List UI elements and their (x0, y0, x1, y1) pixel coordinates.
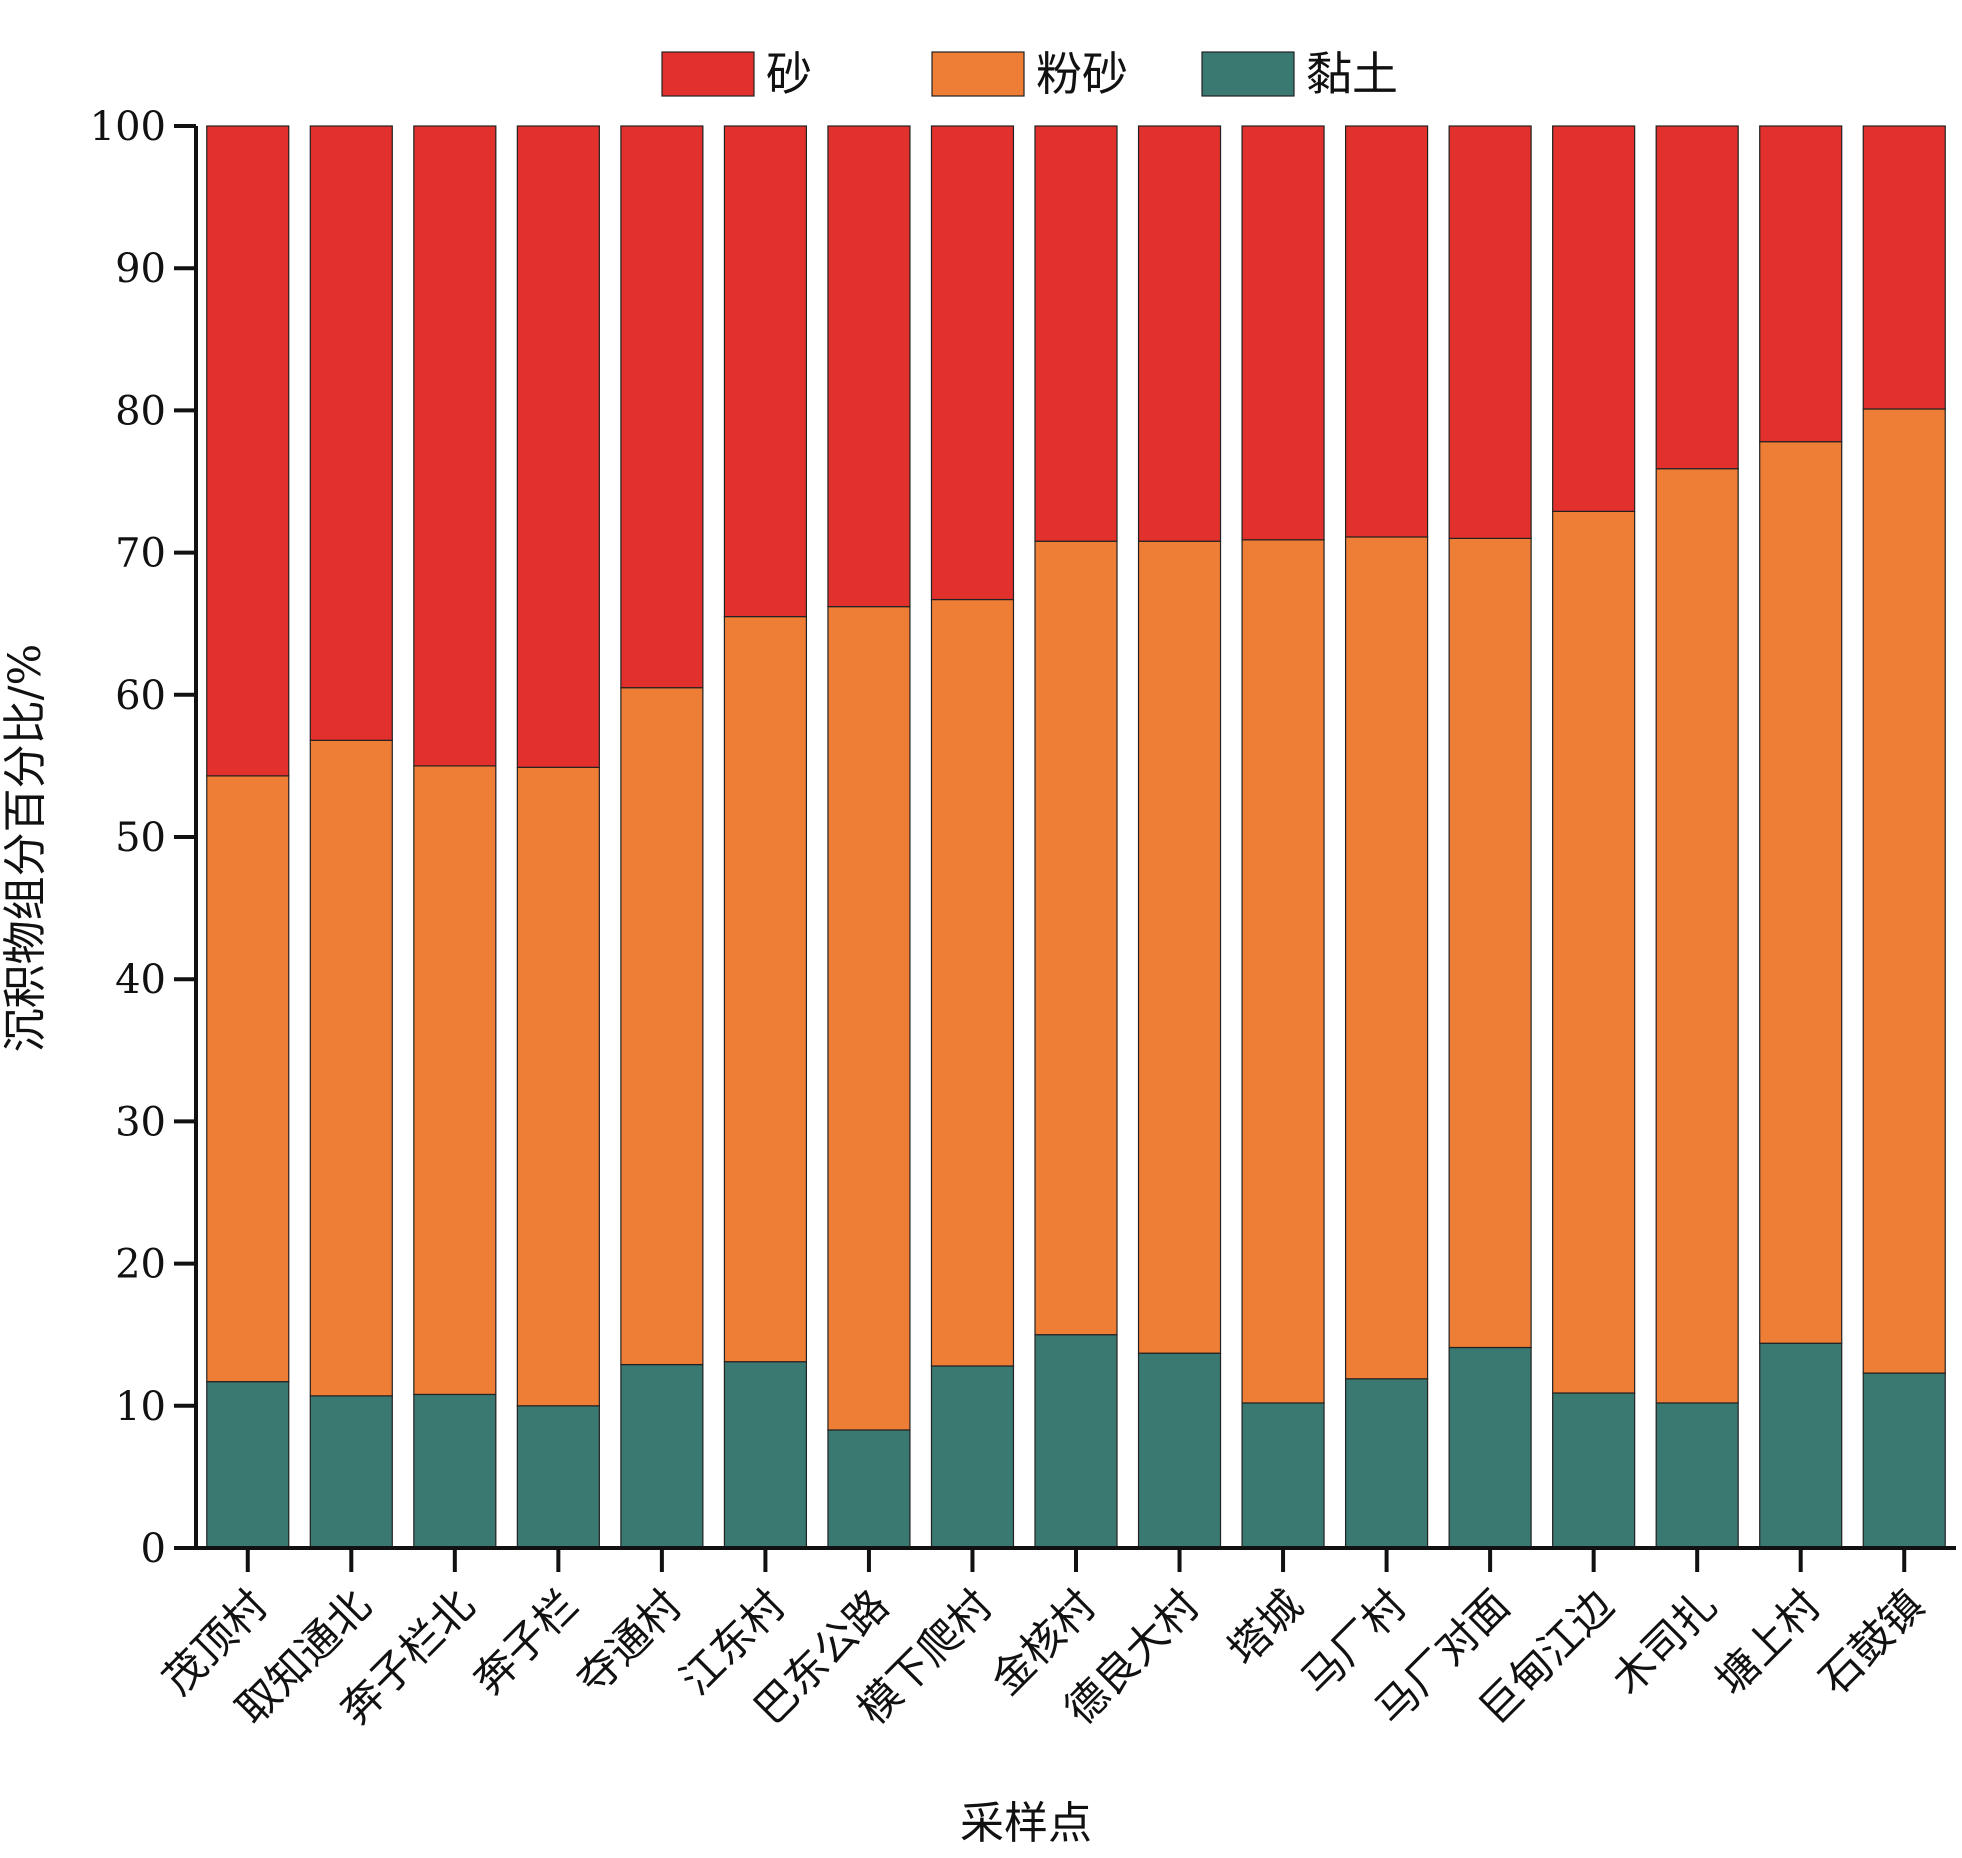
bar-segment-3-3 (413, 125, 497, 767)
bar-segment-2-5 (620, 687, 704, 1366)
bar-segment-3-13 (1448, 125, 1532, 539)
bar-segment-3-14 (1552, 125, 1636, 512)
bar-segment-1-5 (620, 1363, 704, 1549)
bar-segment-2-15 (1655, 468, 1739, 1404)
x-tick-label: 夺通村 (567, 1580, 691, 1704)
y-tick-label: 20 (115, 1242, 166, 1288)
legend-label: 砂 (766, 47, 812, 101)
bar-segment-3-12 (1344, 125, 1429, 538)
bar-segment-2-13 (1448, 537, 1532, 1349)
bar-segment-1-16 (1759, 1342, 1843, 1549)
x-tick-label: 木司扎 (1602, 1580, 1726, 1704)
bar-segment-3-4 (516, 125, 600, 768)
bar-segment-1-10 (1137, 1352, 1222, 1549)
bar-segment-2-7 (827, 606, 911, 1431)
y-tick-label: 100 (90, 104, 166, 150)
bar-segment-2-16 (1759, 441, 1843, 1344)
bar-segment-3-16 (1759, 125, 1843, 443)
legend: 砂 粉砂 黏土 (661, 47, 1398, 101)
bar-segment-3-11 (1241, 125, 1325, 541)
x-tick-label: 石鼓镇 (1810, 1580, 1934, 1704)
y-tick-label: 0 (141, 1526, 166, 1572)
bar-segment-2-12 (1344, 536, 1429, 1380)
bar-segment-2-2 (309, 739, 393, 1397)
bar-segment-1-8 (930, 1365, 1015, 1549)
bar-segment-1-9 (1034, 1334, 1118, 1549)
bar-segment-2-9 (1034, 540, 1118, 1336)
bar-segment-2-8 (930, 598, 1015, 1367)
y-tick-label: 10 (115, 1384, 166, 1430)
bar-segment-1-1 (206, 1381, 290, 1549)
bar-segment-1-6 (723, 1361, 808, 1549)
legend-label: 粉砂 (1036, 47, 1128, 101)
bar-segment-1-2 (309, 1395, 393, 1549)
y-tick-label: 90 (115, 246, 166, 292)
bar-segment-1-15 (1655, 1402, 1739, 1549)
bar-segment-2-1 (206, 775, 290, 1383)
x-tick-label: 奔子栏 (464, 1580, 588, 1704)
bar-segment-1-4 (516, 1405, 600, 1549)
bar-segment-3-7 (827, 125, 911, 608)
legend-label: 黏土 (1306, 47, 1398, 101)
bar-segment-2-6 (723, 615, 808, 1363)
y-tick-label: 70 (115, 531, 166, 577)
bar-segment-3-17 (1862, 125, 1946, 410)
bar-segment-1-13 (1448, 1346, 1532, 1549)
x-tick-label: 塘上村 (1706, 1580, 1830, 1704)
bar-segment-2-17 (1862, 408, 1946, 1374)
y-axis: 0 10 20 30 40 50 60 70 80 90 100 (90, 104, 198, 1572)
legend-swatch (661, 51, 755, 97)
bar-segment-3-15 (1655, 125, 1739, 470)
bar-segment-2-11 (1241, 539, 1325, 1404)
bar-segment-2-3 (413, 765, 497, 1396)
y-tick-label: 40 (115, 957, 166, 1003)
y-tick-label: 30 (115, 1099, 166, 1145)
bar-segment-1-14 (1552, 1392, 1636, 1549)
y-tick-label: 60 (115, 673, 166, 719)
legend-swatch (1201, 51, 1295, 97)
bar-segment-2-4 (516, 766, 600, 1407)
bar-segment-2-10 (1137, 540, 1222, 1354)
bar-segment-1-3 (413, 1393, 497, 1549)
bar-segment-2-14 (1552, 510, 1636, 1394)
bar-segment-3-6 (723, 125, 808, 618)
bar-segment-1-11 (1241, 1402, 1325, 1549)
bar-segment-3-8 (930, 125, 1015, 601)
bar-segment-3-2 (309, 125, 393, 741)
bar-segment-1-17 (1862, 1372, 1946, 1549)
y-tick-label: 50 (115, 815, 166, 861)
bar-segment-1-12 (1344, 1378, 1429, 1549)
x-axis-label: 采样点 (960, 1798, 1092, 1849)
bars (206, 125, 1946, 1549)
bar-segment-3-10 (1137, 125, 1222, 542)
bar-segment-1-7 (827, 1429, 911, 1549)
bar-segment-3-9 (1034, 125, 1118, 542)
x-tick-label: 塔城 (1218, 1580, 1312, 1674)
y-axis-label: 沉积物组分百分比/% (0, 644, 51, 1053)
y-tick-label: 80 (115, 388, 166, 434)
bar-segment-3-1 (206, 125, 290, 777)
bar-segment-3-5 (620, 125, 704, 689)
legend-swatch (931, 51, 1025, 97)
